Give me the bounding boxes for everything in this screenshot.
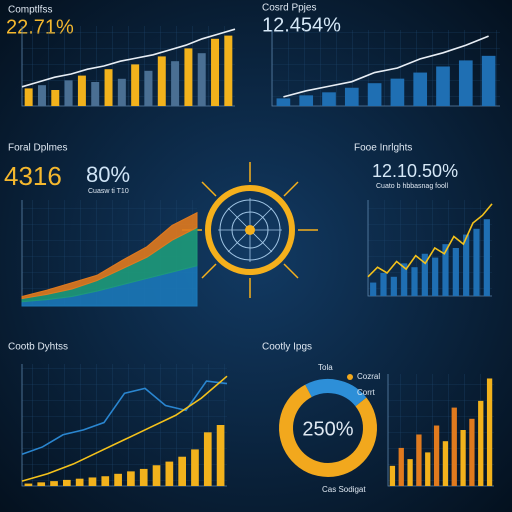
bar [416, 434, 422, 486]
bar [458, 60, 473, 106]
bar [433, 425, 440, 486]
bar [483, 219, 490, 296]
grid [388, 374, 494, 486]
bar [114, 473, 122, 486]
panel-title: Cootly Ipgs [262, 342, 312, 353]
bar [398, 447, 404, 486]
bar [63, 479, 71, 486]
bar [50, 481, 58, 486]
kpi-value: 12.10.50% [372, 161, 458, 181]
bar [77, 75, 86, 106]
bar [178, 456, 186, 486]
panel-title: Cosrd Ppjes [262, 3, 316, 14]
bar [442, 441, 449, 486]
bar [380, 272, 387, 296]
line [283, 35, 489, 98]
bar [370, 282, 377, 296]
legend-marker [347, 374, 353, 380]
bar [152, 465, 161, 486]
bar [127, 471, 135, 486]
donut-center: 250% [302, 418, 353, 440]
bar [88, 477, 97, 486]
kpi-value: 4316 [4, 161, 62, 191]
bar [460, 430, 466, 486]
bar [436, 66, 450, 106]
bar [131, 64, 140, 106]
bar [367, 83, 382, 106]
bar [224, 35, 233, 106]
panel-title: Foral Dplmes [8, 143, 67, 154]
donut-segment [279, 384, 377, 477]
panel-title: Cootb Dyhtss [8, 342, 68, 353]
bar [101, 476, 110, 486]
bar [401, 263, 408, 296]
bar [344, 87, 359, 106]
kpi-value: 80% [86, 162, 130, 187]
bar [24, 483, 33, 486]
bar [322, 92, 336, 106]
donut-label: Tola [318, 363, 333, 372]
bar [24, 88, 33, 106]
line [21, 28, 236, 88]
bar [75, 478, 84, 486]
bar [211, 38, 220, 106]
legend-label: Cozral [357, 372, 380, 381]
bar [203, 432, 212, 486]
bar [390, 276, 397, 296]
line [367, 203, 493, 278]
bar [37, 482, 46, 486]
bar [425, 452, 431, 486]
legend-marker [347, 390, 353, 396]
bar [478, 400, 484, 486]
bar [432, 257, 439, 296]
donut-segment [305, 379, 367, 407]
bar [117, 78, 126, 106]
bar [421, 253, 428, 296]
axis [367, 200, 492, 297]
bar [299, 95, 314, 106]
bar [184, 48, 193, 106]
bar [37, 85, 46, 106]
bar [157, 56, 166, 106]
line [21, 375, 228, 482]
bar [139, 468, 148, 486]
bar [171, 61, 180, 106]
bar [389, 465, 396, 486]
panel-title: Fooe Inrlghts [354, 143, 412, 154]
bar [413, 72, 428, 106]
bar [486, 378, 493, 486]
bar [51, 90, 60, 106]
bar [165, 461, 174, 486]
grid [368, 200, 492, 296]
bar [144, 70, 153, 106]
legend-label: Corrt [357, 388, 376, 397]
bar [451, 407, 457, 486]
bar [463, 234, 470, 296]
subtitle: Cuasw ti T10 [88, 188, 129, 195]
bar [411, 267, 418, 296]
bar [276, 98, 291, 106]
bar [473, 228, 480, 296]
bar [197, 53, 206, 106]
subtitle: Cuato b hbbasnag fooll [376, 183, 448, 190]
bar [216, 425, 225, 486]
bar [452, 248, 459, 296]
bar [390, 78, 405, 106]
bar [481, 55, 496, 106]
bar [469, 418, 475, 486]
area [21, 211, 198, 300]
bar [407, 459, 413, 486]
panel-title: Comptlfss [8, 5, 52, 16]
note: Cas Sodigat [322, 485, 366, 494]
bar [442, 244, 449, 296]
axis [387, 374, 494, 487]
line [21, 380, 228, 456]
bar [91, 82, 100, 106]
bar [64, 80, 73, 106]
bar [191, 449, 199, 486]
bar [104, 69, 113, 106]
